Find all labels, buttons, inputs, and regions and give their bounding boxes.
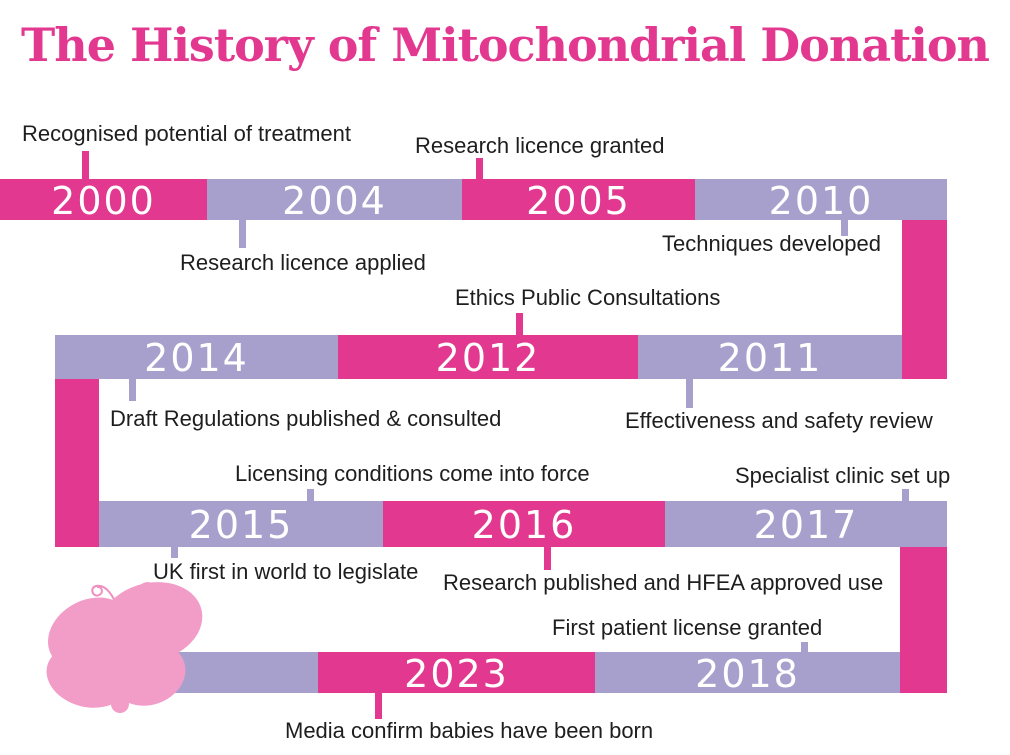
- year-label: 2018: [695, 651, 800, 696]
- year-segment-2016: 2016: [383, 501, 665, 547]
- event-label-2015-below: UK first in world to legislate: [153, 559, 419, 584]
- year-segment-2000: 2000: [0, 179, 207, 220]
- event-tick-2015-below: [171, 547, 178, 558]
- year-segment-2015: 2015: [99, 501, 383, 547]
- year-segment-2012: 2012: [338, 335, 638, 379]
- event-label-2012-above: Ethics Public Consultations: [455, 285, 721, 310]
- event-tick-2010-below: [841, 220, 848, 236]
- event-label-2000-above: Recognised potential of treatment: [22, 121, 351, 146]
- event-label-2010-below: Techniques developed: [662, 231, 881, 256]
- year-segment-2010: 2010: [695, 179, 947, 220]
- year-segment-2011: 2011: [638, 335, 902, 379]
- event-label-2016-below: Research published and HFEA approved use: [443, 570, 884, 595]
- event-tick-2000-above: [82, 151, 89, 179]
- year-segment-2023: 2023: [318, 652, 595, 693]
- event-tick-2016-below: [544, 547, 551, 570]
- event-tick-2018-above: [801, 642, 808, 652]
- event-tick-2005-above: [476, 158, 483, 179]
- year-label: 2014: [144, 336, 249, 380]
- event-tick-2023-below: [375, 693, 382, 719]
- year-segment-2004: 2004: [207, 179, 462, 220]
- year-label: 2017: [753, 503, 859, 547]
- year-label: 2000: [51, 178, 156, 223]
- connector-2017-2018: [900, 547, 947, 693]
- year-label: 2016: [471, 503, 577, 547]
- event-tick-2011-below: [686, 379, 693, 408]
- event-label-2004-below: Research licence applied: [180, 250, 426, 275]
- event-label-2018-above: First patient license granted: [552, 615, 823, 640]
- year-label: 2005: [526, 178, 631, 223]
- year-segment-2018: 2018: [595, 652, 900, 693]
- butterfly-icon: [46, 582, 203, 713]
- event-label-2011-below: Effectiveness and safety review: [625, 408, 933, 433]
- connector-2010-2011: [902, 220, 947, 379]
- event-tick-2016-above: [307, 489, 314, 501]
- year-label: 2012: [435, 336, 541, 380]
- year-label: 2004: [282, 178, 387, 223]
- year-label: 2010: [768, 178, 874, 223]
- event-label-2014-below: Draft Regulations published & consulted: [110, 406, 502, 431]
- event-tick-2004-below: [239, 220, 246, 248]
- event-label-2017-above: Specialist clinic set up: [735, 463, 951, 488]
- event-label-2016-above: Licensing conditions come into force: [235, 461, 590, 486]
- event-tick-2012-above: [516, 313, 523, 335]
- year-label: 2011: [717, 336, 823, 380]
- connector-2014-2015: [55, 379, 99, 547]
- event-label-2005-above: Research licence granted: [415, 133, 665, 158]
- year-segment-2017: 2017: [665, 501, 947, 547]
- butterfly-wing: [46, 582, 203, 713]
- year-segment-2005: 2005: [462, 179, 695, 220]
- year-label: 2023: [404, 651, 509, 696]
- event-tick-2014-below: [129, 379, 136, 401]
- year-segment-2014: 2014: [55, 335, 338, 379]
- event-label-2023-below: Media confirm babies have been born: [285, 718, 654, 743]
- year-label: 2015: [188, 503, 294, 547]
- page-title: The History of Mitochondrial Donation: [21, 18, 990, 72]
- event-tick-2017-above: [902, 489, 909, 501]
